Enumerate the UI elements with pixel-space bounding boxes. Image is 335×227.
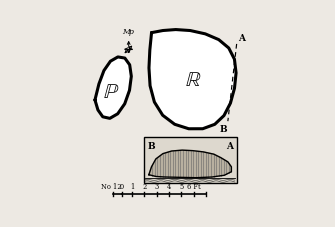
Polygon shape — [149, 30, 236, 129]
Text: B: B — [147, 142, 155, 151]
Bar — [144, 137, 237, 183]
Text: A: A — [238, 34, 245, 43]
Text: 2: 2 — [142, 182, 147, 190]
Text: 5: 5 — [179, 182, 184, 190]
Text: 4: 4 — [167, 182, 171, 190]
Text: $\mathbb{R}$: $\mathbb{R}$ — [185, 70, 201, 89]
Text: 0: 0 — [120, 182, 124, 190]
Text: 3: 3 — [155, 182, 159, 190]
Text: 6 Ft: 6 Ft — [187, 182, 201, 190]
Text: A: A — [226, 142, 233, 151]
Text: M: M — [122, 28, 129, 36]
Polygon shape — [149, 151, 231, 178]
Polygon shape — [95, 58, 131, 119]
Text: p: p — [128, 28, 133, 36]
Text: $\mathbb{P}$: $\mathbb{P}$ — [103, 82, 119, 101]
Text: B: B — [219, 124, 227, 133]
Text: No 12: No 12 — [101, 182, 121, 190]
Text: 1: 1 — [130, 182, 134, 190]
